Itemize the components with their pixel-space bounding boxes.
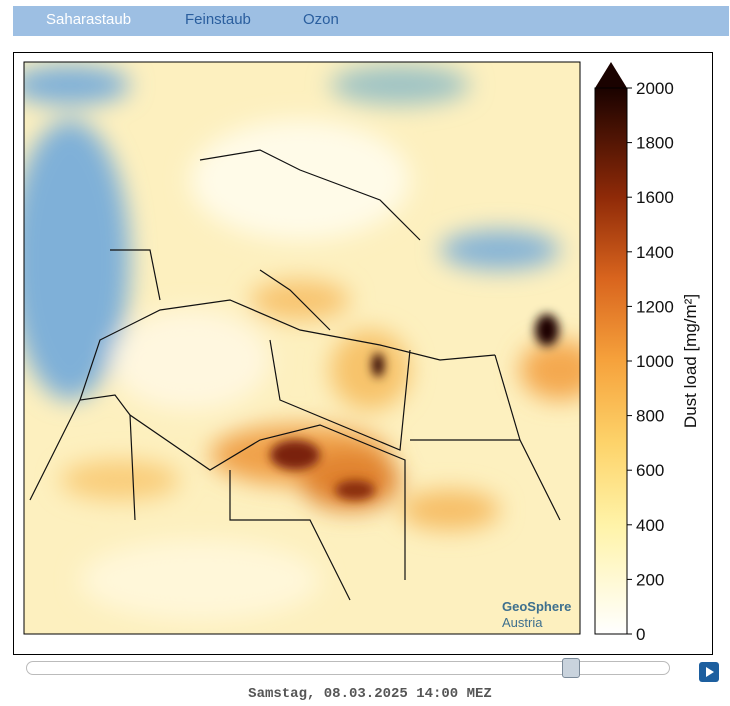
colorbar-tick-label: 0 <box>636 625 645 644</box>
play-icon <box>706 667 714 677</box>
watermark: GeoSphere <box>502 599 571 614</box>
tab[interactable]: Ozon <box>303 11 339 28</box>
watermark: Austria <box>502 615 543 630</box>
slider-thumb[interactable] <box>562 658 580 678</box>
tab[interactable]: Saharastaub <box>46 11 132 28</box>
colorbar-tick-label: 200 <box>636 570 664 589</box>
colorbar-tick-label: 1800 <box>636 134 674 153</box>
colorbar-tick-label: 1400 <box>636 243 674 262</box>
colorbar-tick-label: 600 <box>636 461 664 480</box>
colorbar-tick-label: 400 <box>636 516 664 535</box>
colorbar <box>594 87 628 635</box>
borders <box>29 149 561 601</box>
time-slider[interactable] <box>26 658 670 678</box>
timestamp: Samstag, 08.03.2025 14:00 MEZ <box>248 686 492 702</box>
colorbar-tick-label: 1200 <box>636 297 674 316</box>
colorbar-tick-label: 1600 <box>636 188 674 207</box>
map-border <box>23 61 581 635</box>
colorbar-label: Dust load [mg/m²] <box>681 294 700 428</box>
colorbar-tick-label: 1000 <box>636 352 674 371</box>
tab-bar: Saharastaub Feinstaub Ozon <box>13 6 729 36</box>
colorbar-tick-label: 2000 <box>636 79 674 98</box>
map <box>24 62 580 634</box>
play-button[interactable] <box>699 662 719 682</box>
map-frame <box>13 52 713 655</box>
colorbar-tick-label: 800 <box>636 407 664 426</box>
tab[interactable]: Feinstaub <box>185 11 251 28</box>
colorbar-extend <box>595 62 627 88</box>
